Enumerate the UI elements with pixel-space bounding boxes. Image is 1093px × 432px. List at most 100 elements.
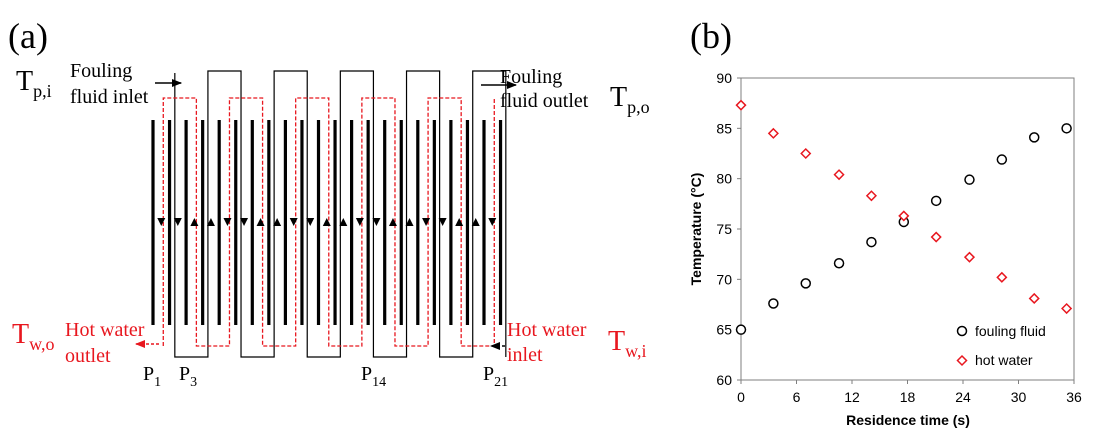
flow-up-arrow — [455, 218, 464, 226]
plate-label-p3-sub: 3 — [190, 375, 197, 390]
hot-water-point — [767, 127, 779, 139]
tw-inlet-sub: w,i — [625, 341, 646, 361]
tw-inlet-label: Tw,i — [608, 326, 646, 361]
hot-water-outlet-line2: outlet — [65, 345, 111, 367]
plate-label-p1: P1 — [143, 363, 161, 390]
hot-water-point — [1061, 302, 1073, 315]
tp-inlet-sub: p,i — [33, 81, 52, 101]
plate-label-p21-base: P — [483, 363, 494, 385]
hot-water-point — [930, 231, 942, 243]
fouling-fluid-point — [930, 195, 942, 207]
tp-inlet-label: Tp,i — [16, 66, 52, 101]
flow-down-arrow — [223, 218, 232, 226]
legend-fouling-fluid-label: fouling fluid — [975, 323, 1046, 339]
tp-outlet-sub: p,o — [627, 97, 650, 117]
plate-stack — [151, 120, 503, 325]
flow-paths — [162, 70, 507, 358]
flow-up-arrow — [273, 218, 282, 226]
plate-label-p1-base: P — [143, 363, 154, 385]
flow-down-arrow — [289, 218, 298, 226]
panel-a-label: (a) — [8, 16, 48, 56]
y-axis: 60 65 70 75 80 85 90 — [716, 70, 741, 388]
fouling-fluid-point — [768, 298, 779, 309]
hot-water-point — [963, 251, 976, 263]
panel-b-chart: (b) 60 65 70 75 80 85 90 0 6 12 18 24 30 36 Temperat… — [688, 16, 1082, 428]
panel-b-label: (b) — [690, 16, 732, 56]
hot-water-inlet-line1: Hot water — [507, 319, 587, 341]
plate-label-p21: P21 — [483, 363, 508, 390]
y-tick-label: 75 — [716, 221, 732, 237]
fouling-inlet-line2: fluid inlet — [70, 86, 149, 108]
tp-inlet-base: T — [16, 66, 33, 97]
x-tick-label: 30 — [1011, 389, 1027, 405]
hot-water-point — [898, 210, 910, 222]
flow-down-arrow — [488, 218, 497, 226]
flow-up-arrow — [339, 218, 348, 226]
data-series — [735, 99, 1073, 335]
flow-up-arrow — [206, 218, 215, 226]
fouling-fluid-point — [1061, 123, 1072, 134]
flow-up-arrow — [471, 218, 480, 226]
panel-a-schematic: (a) Tp,i Fouling fluid inlet Fouling flu… — [8, 16, 650, 390]
legend-hot-water-label: hot water — [975, 352, 1033, 368]
legend: fouling fluid hot water — [956, 323, 1046, 368]
y-tick-label: 65 — [716, 322, 732, 338]
flow-down-arrow — [422, 218, 431, 226]
flow-down-arrow — [173, 218, 182, 226]
y-tick-label: 80 — [716, 171, 732, 187]
x-tick-label: 24 — [955, 389, 971, 405]
plate-label-p14-base: P — [361, 363, 372, 385]
fouling-fluid-point — [996, 154, 1008, 165]
y-tick-label: 70 — [716, 271, 732, 287]
hot-water-outlet-line1: Hot water — [65, 319, 145, 341]
legend-hot-water-marker — [956, 354, 968, 367]
flow-down-arrow — [306, 218, 315, 226]
y-tick-label: 60 — [716, 372, 732, 388]
fouling-fluid-point — [800, 278, 811, 289]
x-tick-label: 36 — [1066, 389, 1082, 405]
fouling-inlet-line1: Fouling — [70, 60, 132, 82]
plate-label-p21-sub: 21 — [494, 375, 508, 390]
flow-down-arrow — [355, 218, 364, 226]
flow-direction-arrows — [157, 218, 497, 226]
x-tick-label: 0 — [737, 389, 745, 405]
hot-water-point — [833, 169, 845, 181]
tw-outlet-base: T — [12, 319, 29, 350]
x-axis-title: Residence time (s) — [846, 412, 970, 428]
hot-water-point — [865, 190, 877, 202]
tp-outlet-base: T — [610, 82, 627, 113]
hot-water-point — [1028, 292, 1040, 305]
flow-down-arrow — [372, 218, 381, 226]
tp-outlet-label: Tp,o — [610, 82, 650, 117]
hot-water-inlet-line2: inlet — [507, 344, 543, 366]
fouling-fluid-point — [735, 324, 747, 335]
flow-up-arrow — [190, 218, 199, 226]
x-axis: 0 6 12 18 24 30 36 — [737, 380, 1082, 405]
plate-label-p14: P14 — [361, 363, 386, 390]
plate-label-p1-sub: 1 — [154, 375, 161, 390]
fouling-fluid-point — [964, 174, 975, 185]
plate-label-p3: P3 — [179, 363, 197, 390]
tw-outlet-label: Tw,o — [12, 319, 54, 354]
legend-fouling-fluid-marker — [956, 325, 968, 337]
y-tick-label: 90 — [716, 70, 732, 86]
fouling-outlet-line2: fluid outlet — [500, 90, 589, 112]
fouling-fluid-point — [866, 236, 877, 248]
tw-outlet-sub: w,o — [29, 334, 54, 354]
plate-label-p3-base: P — [179, 363, 190, 385]
tw-inlet-base: T — [608, 326, 625, 357]
flow-up-arrow — [256, 218, 265, 226]
fouling-fluid-point — [1028, 132, 1040, 143]
y-axis-title: Temperature (°C) — [688, 173, 704, 286]
flow-up-arrow — [405, 218, 414, 226]
fouling-fluid-point — [833, 257, 845, 269]
flow-up-arrow — [322, 218, 331, 226]
flow-up-arrow — [388, 218, 397, 226]
hot-water-point — [735, 99, 747, 111]
flow-down-arrow — [438, 218, 447, 226]
y-tick-label: 85 — [716, 120, 732, 136]
flow-down-arrow — [240, 218, 249, 226]
x-tick-label: 12 — [844, 389, 860, 405]
fouling-fluid-path — [174, 70, 507, 358]
